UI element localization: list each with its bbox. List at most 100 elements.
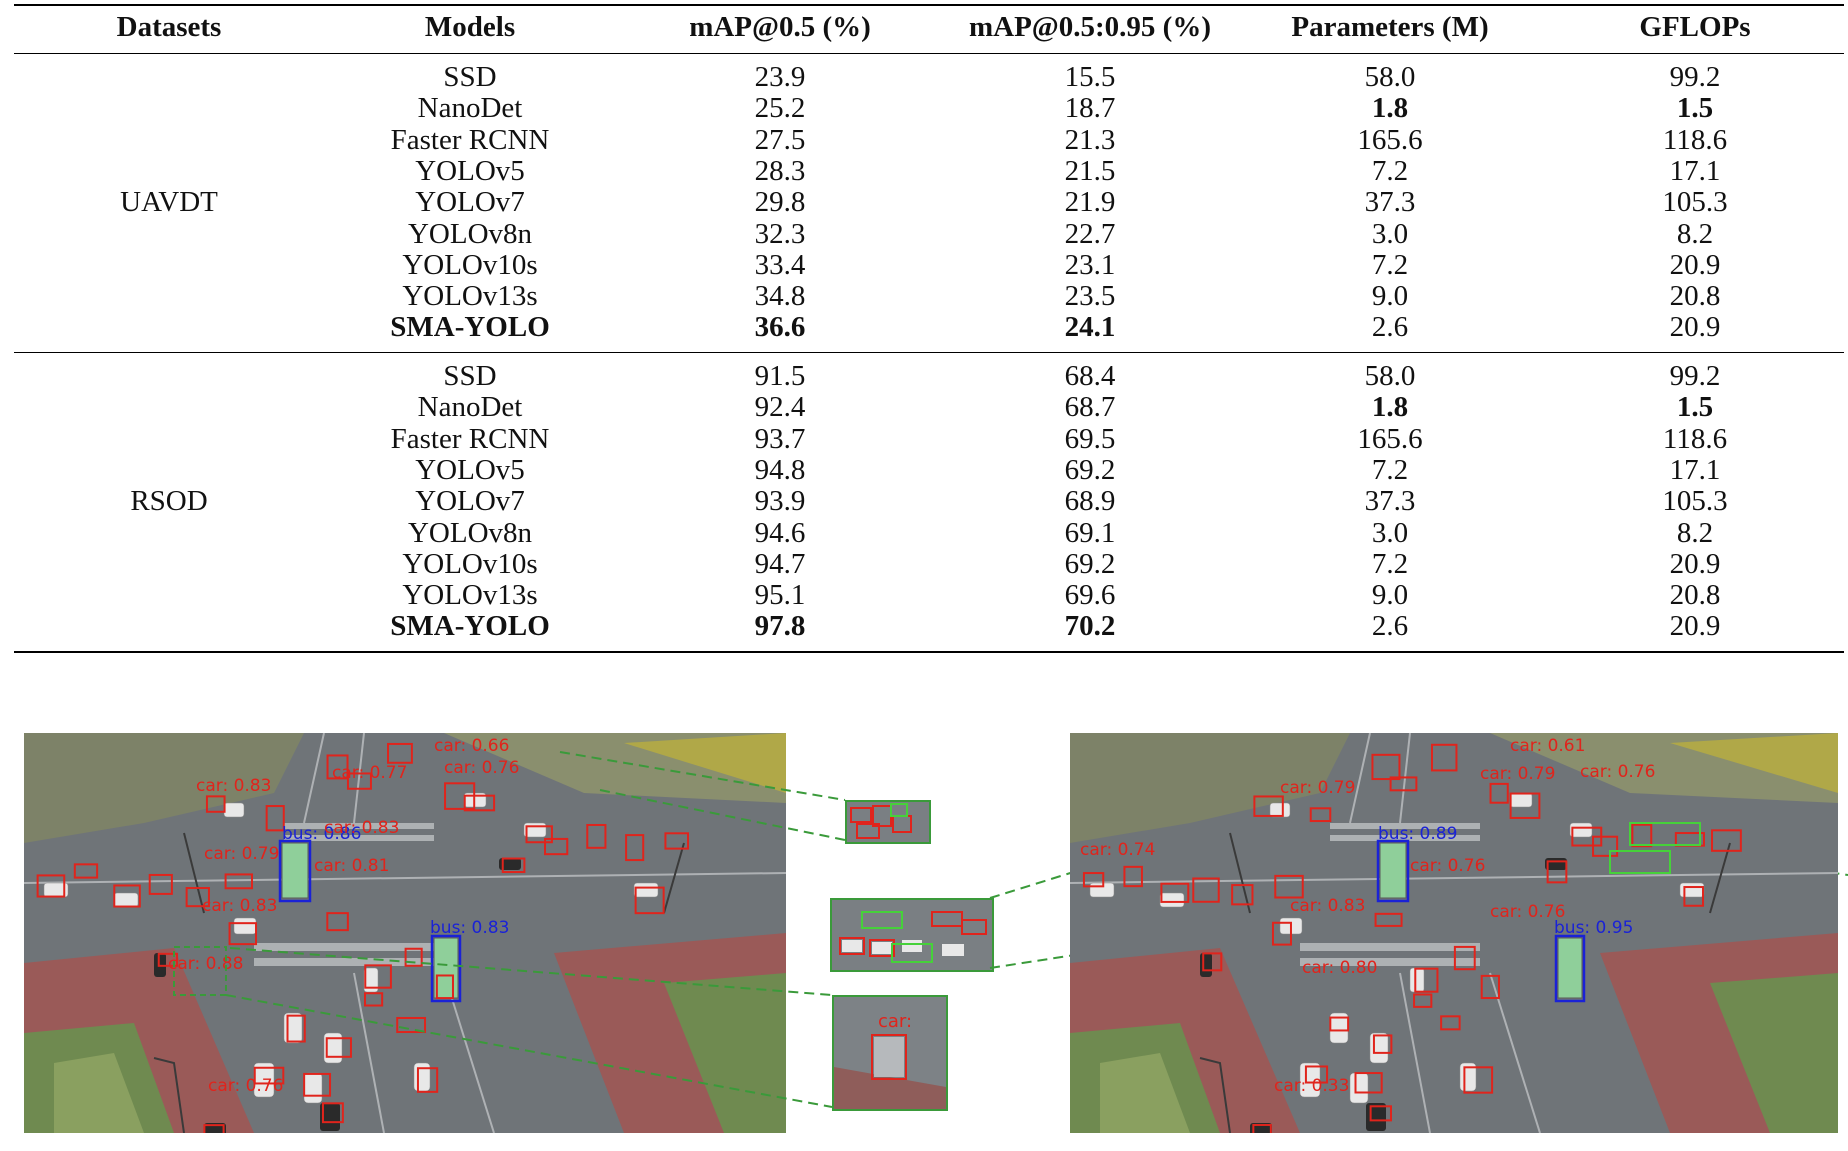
table-cell-map5095: 21.9 bbox=[1064, 186, 1116, 219]
car-detection-box bbox=[1252, 1123, 1272, 1133]
dataset-label: RSOD bbox=[130, 485, 208, 518]
table-cell-map5095: 68.9 bbox=[1064, 485, 1116, 518]
table-cell-gflops: 99.2 bbox=[1669, 360, 1721, 392]
car-detection-box bbox=[36, 874, 66, 898]
header-params: Parameters (M) bbox=[1291, 10, 1489, 43]
table-cell-gflops: 17.1 bbox=[1669, 154, 1721, 187]
car-detection-box bbox=[1369, 1105, 1392, 1122]
table-cell-map50: 94.7 bbox=[754, 547, 806, 580]
car-detection-box bbox=[1371, 753, 1401, 781]
table-cell-map5095: 69.5 bbox=[1064, 422, 1116, 455]
table-cell-model: YOLOv10s bbox=[402, 248, 538, 281]
table-cell-map5095: 22.7 bbox=[1064, 217, 1116, 250]
table-cell-params: 1.8 bbox=[1371, 391, 1409, 424]
car-detection-box bbox=[228, 922, 258, 946]
right-car-label-b: car: 0.79 bbox=[1480, 764, 1555, 784]
header-gflops: GFLOPs bbox=[1639, 10, 1751, 43]
table-cell-map5095: 23.5 bbox=[1064, 280, 1116, 313]
left-car-label-e: car: 0.83 bbox=[202, 896, 277, 916]
right-car-label-e: car: 0.83 bbox=[1290, 896, 1365, 916]
right-car-label-a: car: 0.79 bbox=[1280, 778, 1355, 798]
table-cell-gflops: 99.2 bbox=[1669, 61, 1721, 93]
right-car-label-d: car: 0.76 bbox=[1410, 856, 1485, 876]
table-cell-gflops: 1.5 bbox=[1676, 391, 1714, 424]
left-bus-label-right: bus: 0.83 bbox=[430, 918, 509, 938]
car-detection-box bbox=[1192, 877, 1220, 903]
car-detection-box bbox=[1389, 776, 1418, 792]
car-detection-box bbox=[326, 912, 349, 932]
car-detection-box bbox=[1546, 860, 1568, 884]
car-detection-box bbox=[1440, 1015, 1461, 1031]
right-car-label-g: car: 0.80 bbox=[1302, 958, 1377, 978]
table-cell-map50: 92.4 bbox=[754, 391, 806, 424]
right-car-label-j: car: 0.61 bbox=[1510, 736, 1585, 756]
table-cell-map50: 94.6 bbox=[754, 516, 806, 549]
table-cell-map5095: 68.4 bbox=[1064, 360, 1116, 392]
table-cell-map5095: 23.1 bbox=[1064, 248, 1116, 281]
car-detection-box bbox=[1309, 807, 1332, 823]
table-cell-params: 3.0 bbox=[1371, 217, 1409, 250]
header-map50: mAP@0.5 (%) bbox=[689, 10, 871, 43]
table-cell-model: YOLOv8n bbox=[407, 217, 533, 250]
car-detection-box bbox=[1480, 974, 1500, 1000]
table-cell-model: SMA-YOLO bbox=[390, 311, 550, 344]
car-detection-box bbox=[205, 795, 226, 813]
car-detection-box bbox=[1592, 835, 1619, 857]
car-detection-box bbox=[625, 834, 645, 862]
right-bus-label-right: bus: 0.95 bbox=[1554, 918, 1633, 938]
inset-car-label: car: bbox=[878, 1011, 912, 1032]
car-detection-box bbox=[1430, 743, 1458, 772]
right-bus-label-top: bus: 0.89 bbox=[1378, 824, 1457, 844]
table-cell-gflops: 20.8 bbox=[1669, 579, 1721, 612]
table-cell-map5095: 15.5 bbox=[1064, 61, 1116, 93]
car-detection-box bbox=[1253, 795, 1284, 817]
table-cell-map50: 91.5 bbox=[754, 360, 806, 392]
table-cell-model: NanoDet bbox=[417, 92, 523, 125]
table-cell-params: 7.2 bbox=[1371, 453, 1409, 486]
table-cell-gflops: 118.6 bbox=[1662, 422, 1728, 455]
table-cell-params: 58.0 bbox=[1364, 61, 1416, 93]
car-detection-box bbox=[1683, 886, 1705, 907]
header-rule bbox=[14, 53, 1844, 54]
table-cell-map5095: 69.1 bbox=[1064, 516, 1116, 549]
car-detection-box bbox=[1374, 912, 1403, 927]
table-cell-model: YOLOv8n bbox=[407, 516, 533, 549]
car-detection-box bbox=[364, 992, 384, 1007]
car-detection-box bbox=[1123, 865, 1143, 888]
table-cell-map5095: 69.6 bbox=[1064, 579, 1116, 612]
table-cell-model: Faster RCNN bbox=[390, 123, 550, 156]
car-detection-box bbox=[1711, 829, 1742, 852]
left-car-label-j: car: 0.66 bbox=[434, 736, 509, 756]
table-cell-model: YOLOv5 bbox=[415, 453, 525, 486]
car-detection-box bbox=[501, 857, 526, 874]
car-detection-box bbox=[544, 837, 569, 856]
car-detection-box bbox=[396, 1016, 427, 1034]
car-detection-box bbox=[1372, 1034, 1393, 1054]
table-cell-model: SSD bbox=[443, 360, 497, 392]
left-car-label-i: car: 0.79 bbox=[204, 844, 279, 864]
table-cell-params: 2.6 bbox=[1371, 610, 1409, 643]
car-detection-box bbox=[1453, 945, 1476, 971]
right-detection-photo: bus: 0.89 bus: 0.95 car: 0.79 car: 0.79 … bbox=[1070, 733, 1838, 1133]
table-cell-gflops: 17.1 bbox=[1669, 453, 1721, 486]
car-detection-box bbox=[634, 886, 665, 915]
table-cell-gflops: 8.2 bbox=[1676, 516, 1714, 549]
car-detection-box bbox=[1274, 874, 1304, 899]
table-cell-map50: 97.8 bbox=[754, 610, 806, 643]
table-cell-map50: 27.5 bbox=[754, 123, 806, 156]
dataset-label: UAVDT bbox=[120, 186, 218, 219]
table-cell-gflops: 105.3 bbox=[1662, 186, 1728, 219]
table-cell-gflops: 8.2 bbox=[1676, 217, 1714, 250]
table-cell-model: YOLOv5 bbox=[415, 154, 525, 187]
top-rule bbox=[14, 4, 1844, 6]
table-cell-map5095: 70.2 bbox=[1064, 610, 1116, 643]
car-detection-box bbox=[1413, 993, 1433, 1008]
table-cell-map5095: 24.1 bbox=[1064, 311, 1116, 344]
car-detection-box bbox=[148, 873, 173, 895]
car-detection-box bbox=[586, 823, 607, 849]
car-detection-box bbox=[435, 974, 454, 1000]
table-cell-params: 37.3 bbox=[1364, 485, 1416, 518]
left-car-label-a: car: 0.83 bbox=[196, 776, 271, 796]
table-cell-model: NanoDet bbox=[417, 391, 523, 424]
